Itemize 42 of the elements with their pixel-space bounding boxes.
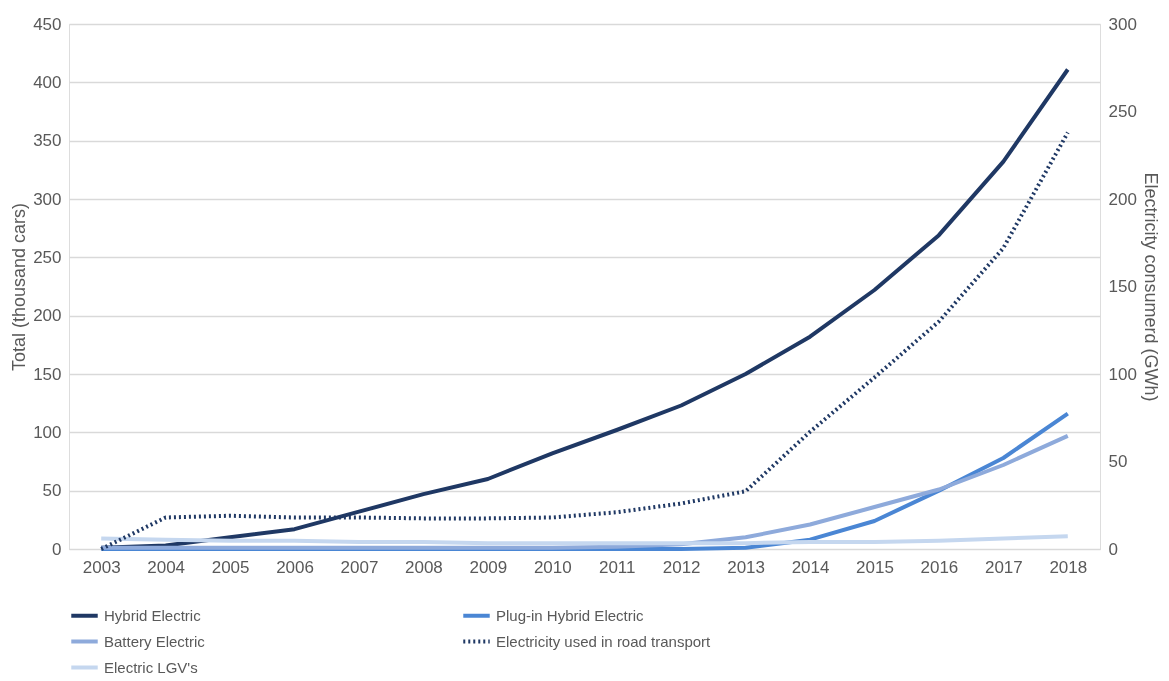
y-axis-title: Total (thousand cars)	[9, 202, 30, 372]
x-tick-label: 2005	[211, 557, 250, 577]
x-tick-label: 2007	[340, 557, 379, 577]
legend-label: Electricity used in road transport	[496, 632, 712, 650]
y2-tick-label: 200	[1108, 189, 1137, 209]
x-tick-label: 2010	[533, 557, 572, 577]
x-tick-label: 2014	[791, 557, 830, 577]
y-tick-label: 400	[33, 72, 62, 92]
legend-label: Battery Electric	[104, 632, 206, 650]
x-tick-label: 2008	[404, 557, 443, 577]
y2-tick-label: 100	[1108, 364, 1137, 384]
x-tick-label: 2012	[662, 557, 701, 577]
x-tick-label: 2003	[82, 557, 121, 577]
line-series	[99, 534, 1070, 546]
x-tick-label: 2013	[727, 557, 766, 577]
legend-label: Hybrid Electric	[104, 606, 202, 624]
y-tick-label: 100	[33, 422, 62, 442]
y-tick-label: 0	[52, 539, 62, 559]
line-series	[99, 433, 1070, 550]
y2-tick-label: 150	[1108, 277, 1137, 296]
x-tick-label: 2004	[147, 557, 186, 577]
x-tick-label: 2017	[984, 557, 1023, 577]
x-tick-label: 2006	[276, 557, 314, 577]
y2-axis-title: Electricity consumerd (GWh)	[1140, 172, 1161, 402]
x-tick-label: 2018	[1049, 557, 1088, 577]
x-tick-label: 2016	[920, 557, 959, 577]
x-tick-label: 2011	[598, 557, 636, 577]
legend-label: Plug-in Hybrid Electric	[496, 606, 645, 624]
x-tick-label: 2015	[856, 557, 894, 577]
y2-tick-label: 250	[1108, 102, 1137, 121]
y-tick-label: 350	[33, 131, 62, 151]
y-tick-label: 150	[33, 364, 62, 384]
x-tick-label: 2009	[469, 557, 508, 577]
y2-tick-label: 0	[1108, 539, 1118, 559]
y-tick-label: 250	[33, 247, 62, 267]
y-tick-label: 450	[33, 14, 62, 34]
legend-label: Electric LGV's	[104, 658, 198, 676]
y-tick-label: 200	[33, 306, 62, 326]
y-tick-label: 50	[42, 481, 62, 501]
y2-tick-label: 50	[1108, 452, 1128, 471]
y-tick-label: 300	[33, 189, 62, 209]
y2-tick-label: 300	[1108, 14, 1137, 34]
